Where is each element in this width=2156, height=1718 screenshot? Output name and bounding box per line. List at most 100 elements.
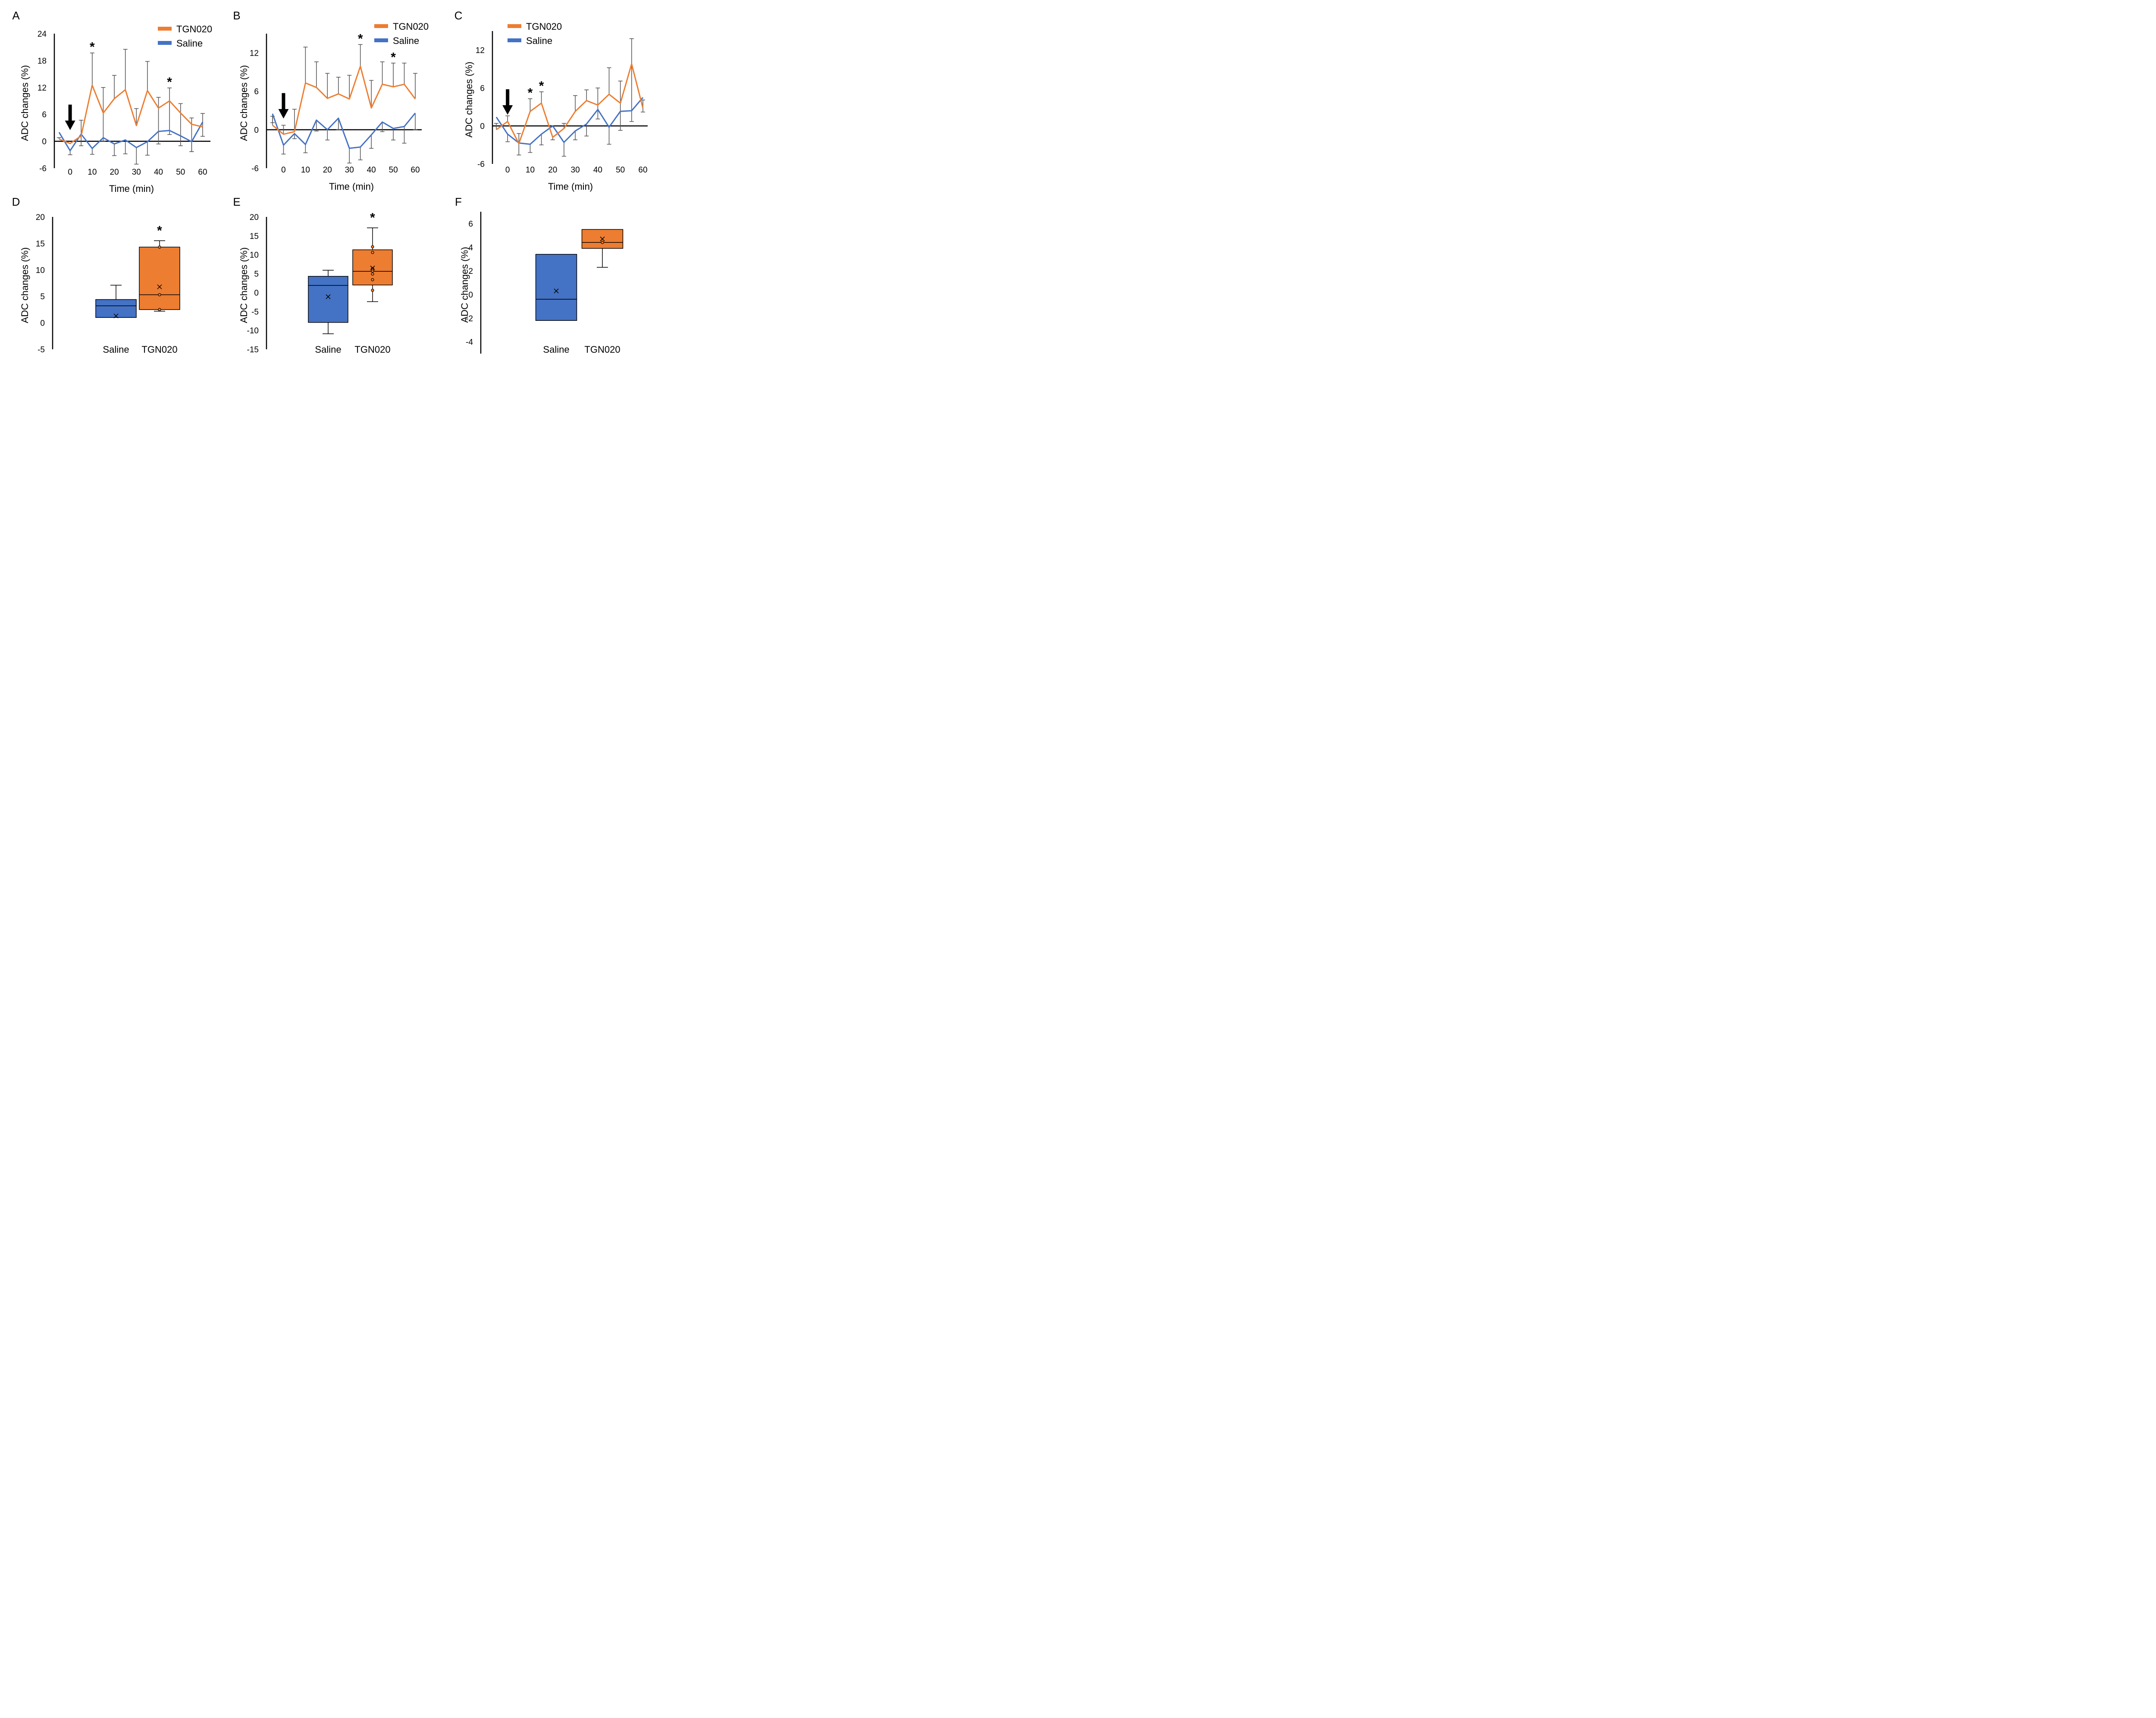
- x-tick-label: 0: [68, 168, 72, 177]
- x-tick-label: 50: [616, 166, 625, 175]
- legend-label: Saline: [176, 38, 203, 49]
- legend-swatch-tgn020: [508, 24, 521, 28]
- injection-arrow-shaft: [68, 104, 72, 122]
- category-label: TGN020: [141, 344, 177, 355]
- x-tick-label: 30: [132, 168, 141, 177]
- x-tick-label: 40: [593, 166, 602, 175]
- series-line-saline: [272, 113, 416, 149]
- y-axis-title: ADC changes (%): [19, 65, 30, 141]
- y-axis-title: ADC changes (%): [238, 65, 249, 141]
- y-tick-label: 12: [476, 46, 485, 55]
- mean-marker: [157, 284, 162, 289]
- y-tick-label: 2: [468, 267, 473, 276]
- legend-label: Saline: [526, 35, 552, 46]
- y-tick-label: 0: [254, 288, 259, 298]
- y-tick-label: 24: [38, 30, 47, 39]
- legend-swatch-saline: [374, 38, 388, 42]
- y-tick-label: -10: [247, 326, 259, 335]
- y-tick-label: -5: [251, 307, 259, 317]
- y-tick-label: 15: [250, 232, 259, 241]
- y-tick-label: -6: [477, 160, 485, 169]
- legend-label: TGN020: [393, 21, 429, 32]
- data-point: [371, 278, 374, 282]
- injection-arrow-shaft: [282, 93, 285, 110]
- x-tick-label: 10: [301, 166, 310, 175]
- data-point: [158, 293, 161, 297]
- data-point: [601, 241, 604, 244]
- significance-star: *: [167, 75, 172, 89]
- x-axis-title: Time (min): [109, 183, 154, 194]
- x-axis-title: Time (min): [329, 181, 374, 192]
- y-tick-label: -6: [39, 164, 47, 173]
- box-saline: [95, 299, 137, 318]
- data-point: [371, 245, 374, 248]
- x-tick-label: 60: [198, 168, 207, 177]
- data-point: [371, 288, 374, 292]
- y-tick-label: 0: [468, 291, 473, 300]
- x-tick-label: 60: [638, 166, 647, 175]
- y-tick-label: 20: [36, 213, 45, 222]
- y-tick-label: 0: [42, 138, 47, 147]
- y-tick-label: 6: [254, 88, 259, 97]
- legend-swatch-tgn020: [374, 24, 388, 28]
- series-line-saline: [495, 97, 644, 145]
- injection-arrow-icon: [65, 120, 75, 130]
- panel-E: E -15 -10 -5 0 5 10 15 20 ADC changes (%) Saline TG…: [233, 195, 393, 355]
- data-point: [371, 267, 374, 270]
- y-tick-label: -15: [247, 345, 259, 354]
- mean-marker: [600, 236, 605, 241]
- mean-marker: [370, 265, 375, 270]
- data-point: [371, 251, 374, 254]
- y-tick-label: 5: [254, 270, 259, 279]
- panel-F: F -4 -2 0 2 4 6 ADC changes (%) Saline TGN020: [455, 195, 624, 355]
- x-tick-label: 20: [110, 168, 119, 177]
- panel-label: F: [455, 195, 462, 208]
- y-tick-label: -6: [251, 164, 259, 173]
- legend-label: TGN020: [526, 21, 562, 32]
- panel-A: A -6 0 6 12 18 24 ADC changes (%) 0 10 20 30 40 50 60 T…: [12, 9, 212, 194]
- significance-star: *: [157, 223, 162, 238]
- x-tick-label: 30: [571, 166, 580, 175]
- data-point: [371, 272, 374, 276]
- panel-label: B: [233, 9, 240, 22]
- series-line-tgn020: [272, 66, 416, 135]
- injection-arrow-icon: [278, 109, 289, 119]
- y-tick-label: 5: [40, 292, 45, 301]
- injection-arrow-icon: [502, 105, 513, 115]
- series-line-saline: [58, 122, 204, 151]
- legend-swatch-saline: [158, 41, 172, 45]
- significance-star: *: [90, 40, 95, 54]
- category-label: Saline: [103, 344, 129, 355]
- y-axis-title: ADC changes (%): [459, 247, 470, 323]
- y-tick-label: 10: [250, 251, 259, 260]
- y-tick-label: 0: [40, 319, 45, 328]
- data-point: [158, 308, 161, 311]
- x-tick-label: 20: [323, 166, 332, 175]
- box-saline: [308, 276, 348, 323]
- significance-star: *: [528, 86, 533, 100]
- x-tick-label: 0: [505, 166, 510, 175]
- y-tick-label: 0: [480, 122, 485, 131]
- panel-D: D -5 0 5 10 15 20 ADC changes (%) Saline TGN020 *: [12, 195, 180, 355]
- x-axis-title: Time (min): [548, 181, 593, 192]
- significance-star: *: [539, 79, 544, 93]
- y-tick-label: 6: [480, 84, 485, 93]
- y-tick-label: -5: [38, 345, 45, 354]
- mean-marker: [326, 294, 331, 299]
- box-saline: [535, 254, 577, 321]
- y-tick-label: 6: [42, 110, 47, 119]
- panel-label: A: [12, 9, 20, 22]
- y-tick-label: 12: [38, 84, 47, 93]
- panel-label: C: [454, 9, 463, 22]
- category-label: TGN020: [584, 344, 620, 355]
- panel-label: D: [12, 195, 20, 208]
- mean-marker: [113, 314, 119, 319]
- x-tick-label: 60: [411, 166, 420, 175]
- x-tick-label: 10: [88, 168, 97, 177]
- y-axis-title: ADC changes (%): [464, 62, 474, 138]
- y-tick-label: -2: [466, 314, 473, 323]
- legend-label: TGN020: [176, 24, 212, 34]
